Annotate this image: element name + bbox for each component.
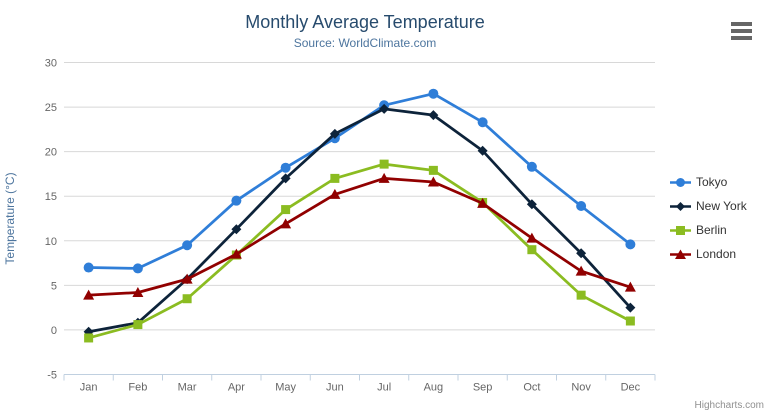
square-marker-icon — [670, 225, 691, 235]
legend-item-new-york[interactable]: New York — [670, 194, 747, 218]
y-axis-tick-label: 5 — [51, 280, 57, 292]
data-point-london[interactable] — [526, 232, 538, 243]
data-point-new-york[interactable] — [477, 145, 488, 156]
data-point-london[interactable] — [329, 188, 341, 199]
data-point-london[interactable] — [181, 273, 193, 284]
legend-label: New York — [696, 199, 747, 213]
chart-title: Monthly Average Temperature — [245, 12, 485, 32]
data-point-london[interactable] — [624, 281, 636, 292]
hamburger-menu-icon — [731, 29, 752, 33]
x-axis-category-label: Apr — [228, 382, 245, 394]
y-axis-title: Temperature (°C) — [3, 172, 17, 264]
diamond-marker-icon — [670, 201, 691, 211]
data-point-london[interactable] — [477, 197, 489, 208]
data-point-new-york[interactable] — [329, 128, 340, 139]
y-axis-tick-label: 15 — [45, 191, 57, 203]
data-point-new-york[interactable] — [428, 110, 439, 121]
series-line-london[interactable] — [87, 177, 632, 297]
x-axis-category-label: Sep — [473, 382, 493, 394]
data-point-tokyo[interactable] — [477, 117, 488, 128]
data-point-new-york[interactable] — [231, 224, 242, 235]
circle-marker-icon — [670, 177, 691, 187]
legend-item-berlin[interactable]: Berlin — [670, 218, 747, 242]
data-point-berlin[interactable] — [182, 294, 192, 304]
data-point-london[interactable] — [230, 248, 242, 259]
y-axis-tick-label: 20 — [45, 147, 57, 159]
x-axis-category-label: May — [275, 382, 296, 394]
hamburger-menu-icon — [731, 36, 752, 40]
x-axis-category-label: Mar — [178, 382, 197, 394]
data-point-tokyo[interactable] — [231, 195, 242, 206]
data-point-tokyo[interactable] — [132, 263, 143, 274]
x-axis-category-label: Oct — [523, 382, 540, 394]
y-axis-tick-label: 0 — [51, 325, 57, 337]
legend-item-tokyo[interactable]: Tokyo — [670, 170, 747, 194]
context-menu-button[interactable] — [729, 20, 755, 42]
data-point-tokyo[interactable] — [280, 162, 291, 173]
data-point-london[interactable] — [280, 218, 292, 229]
data-point-berlin[interactable] — [527, 245, 537, 255]
data-point-berlin[interactable] — [379, 159, 389, 169]
data-point-berlin[interactable] — [428, 165, 438, 175]
data-point-new-york[interactable] — [280, 173, 291, 184]
data-point-london[interactable] — [132, 286, 144, 297]
data-point-berlin[interactable] — [133, 320, 143, 330]
y-axis-tick-label: 30 — [45, 58, 57, 70]
data-point-london[interactable] — [83, 289, 95, 300]
legend-label: Tokyo — [696, 175, 728, 189]
x-axis-category-label: Aug — [424, 382, 444, 394]
data-point-tokyo[interactable] — [576, 201, 587, 212]
x-axis-category-label: Dec — [621, 382, 641, 394]
data-point-berlin[interactable] — [576, 290, 586, 300]
series-line-berlin[interactable] — [87, 162, 632, 340]
y-axis-tick-label: -5 — [47, 370, 57, 382]
data-point-new-york[interactable] — [625, 302, 636, 313]
x-axis-category-label: Nov — [571, 382, 591, 394]
data-point-tokyo[interactable] — [83, 262, 94, 273]
data-point-tokyo[interactable] — [428, 88, 439, 99]
legend-label: Berlin — [696, 223, 727, 237]
data-point-new-york[interactable] — [379, 103, 390, 114]
data-point-berlin[interactable] — [625, 316, 635, 326]
data-point-london[interactable] — [575, 265, 587, 276]
data-point-tokyo[interactable] — [526, 161, 537, 172]
data-point-london[interactable] — [427, 176, 439, 187]
x-axis-category-label: Jul — [377, 382, 391, 394]
credits-link[interactable]: Highcharts.com — [694, 400, 764, 411]
y-axis-tick-label: 25 — [45, 102, 57, 114]
data-point-berlin[interactable] — [330, 173, 340, 183]
data-point-new-york[interactable] — [526, 199, 537, 210]
data-point-tokyo[interactable] — [625, 239, 636, 250]
x-axis-category-label: Jan — [80, 382, 98, 394]
y-axis-tick-label: 10 — [45, 236, 57, 248]
data-point-london[interactable] — [378, 172, 390, 183]
data-point-berlin[interactable] — [84, 333, 94, 343]
chart-subtitle: Source: WorldClimate.com — [293, 36, 437, 50]
hamburger-menu-icon — [731, 22, 752, 26]
data-point-berlin[interactable] — [281, 205, 291, 215]
legend-label: London — [696, 247, 737, 261]
data-point-new-york[interactable] — [576, 248, 587, 259]
triangle-marker-icon — [670, 249, 691, 259]
legend-item-london[interactable]: London — [670, 242, 747, 266]
x-axis-category-label: Feb — [128, 382, 147, 394]
legend: Tokyo New York Berlin London — [670, 170, 747, 266]
x-axis-category-label: Jun — [326, 382, 344, 394]
series-line-new-york[interactable] — [87, 107, 632, 334]
data-point-tokyo[interactable] — [182, 240, 193, 251]
